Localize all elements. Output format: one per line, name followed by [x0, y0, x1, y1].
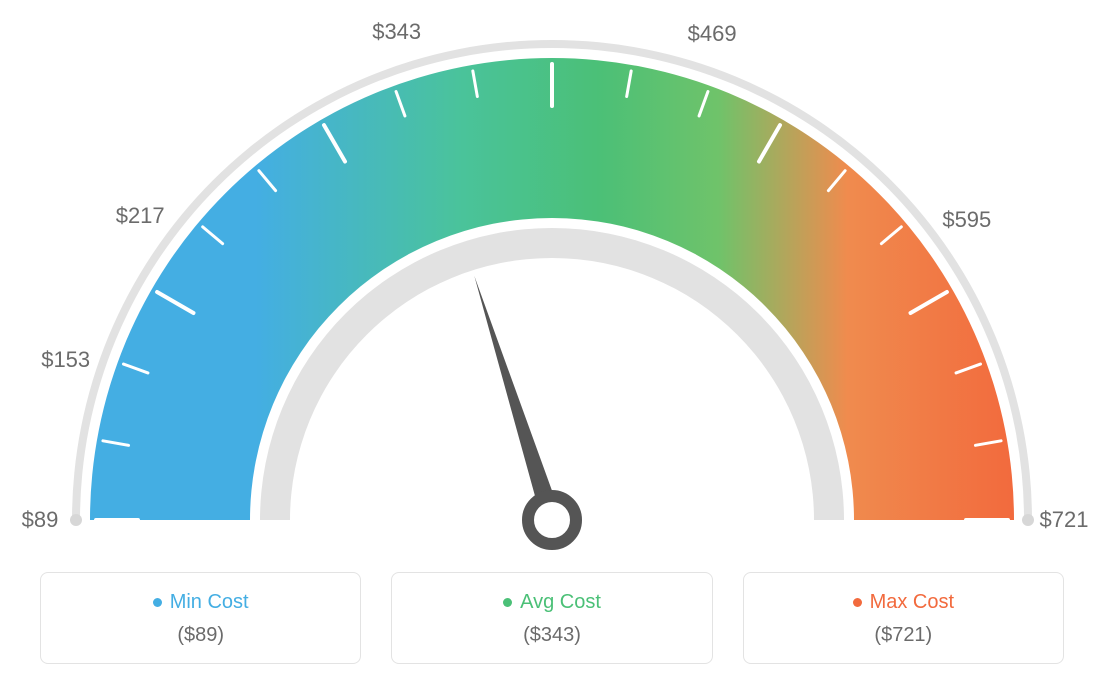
legend-dot-max	[853, 598, 862, 607]
legend-text-max: Max Cost	[870, 591, 954, 614]
gauge-tick-label: $217	[116, 203, 165, 229]
gauge-tick-label: $469	[688, 21, 737, 47]
legend-card-max: Max Cost ($721)	[743, 572, 1064, 664]
legend-label-avg: Avg Cost	[503, 591, 601, 614]
legend-card-avg: Avg Cost ($343)	[391, 572, 712, 664]
legend-value-max: ($721)	[754, 624, 1053, 647]
cost-gauge-widget: $89 $153 $217 $343 $469 $595 $721 Min Cost ($8…	[0, 0, 1104, 690]
legend-text-min: Min Cost	[170, 591, 249, 614]
legend-value-avg: ($343)	[402, 624, 701, 647]
legend-label-max: Max Cost	[853, 591, 954, 614]
legend-card-min: Min Cost ($89)	[40, 572, 361, 664]
legend-text-avg: Avg Cost	[520, 591, 601, 614]
legend-dot-min	[153, 598, 162, 607]
legend-value-min: ($89)	[51, 624, 350, 647]
gauge-tick-label: $153	[41, 347, 90, 373]
legend-label-min: Min Cost	[153, 591, 249, 614]
gauge-svg	[0, 0, 1104, 560]
gauge-area: $89 $153 $217 $343 $469 $595 $721	[0, 0, 1104, 560]
legend-row: Min Cost ($89) Avg Cost ($343) Max Cost …	[40, 572, 1064, 664]
gauge-tick-label: $721	[1040, 507, 1089, 533]
gauge-tick-label: $595	[942, 207, 991, 233]
gauge-tick-label: $89	[22, 507, 59, 533]
gauge-tick-label: $343	[372, 19, 421, 45]
legend-dot-avg	[503, 598, 512, 607]
